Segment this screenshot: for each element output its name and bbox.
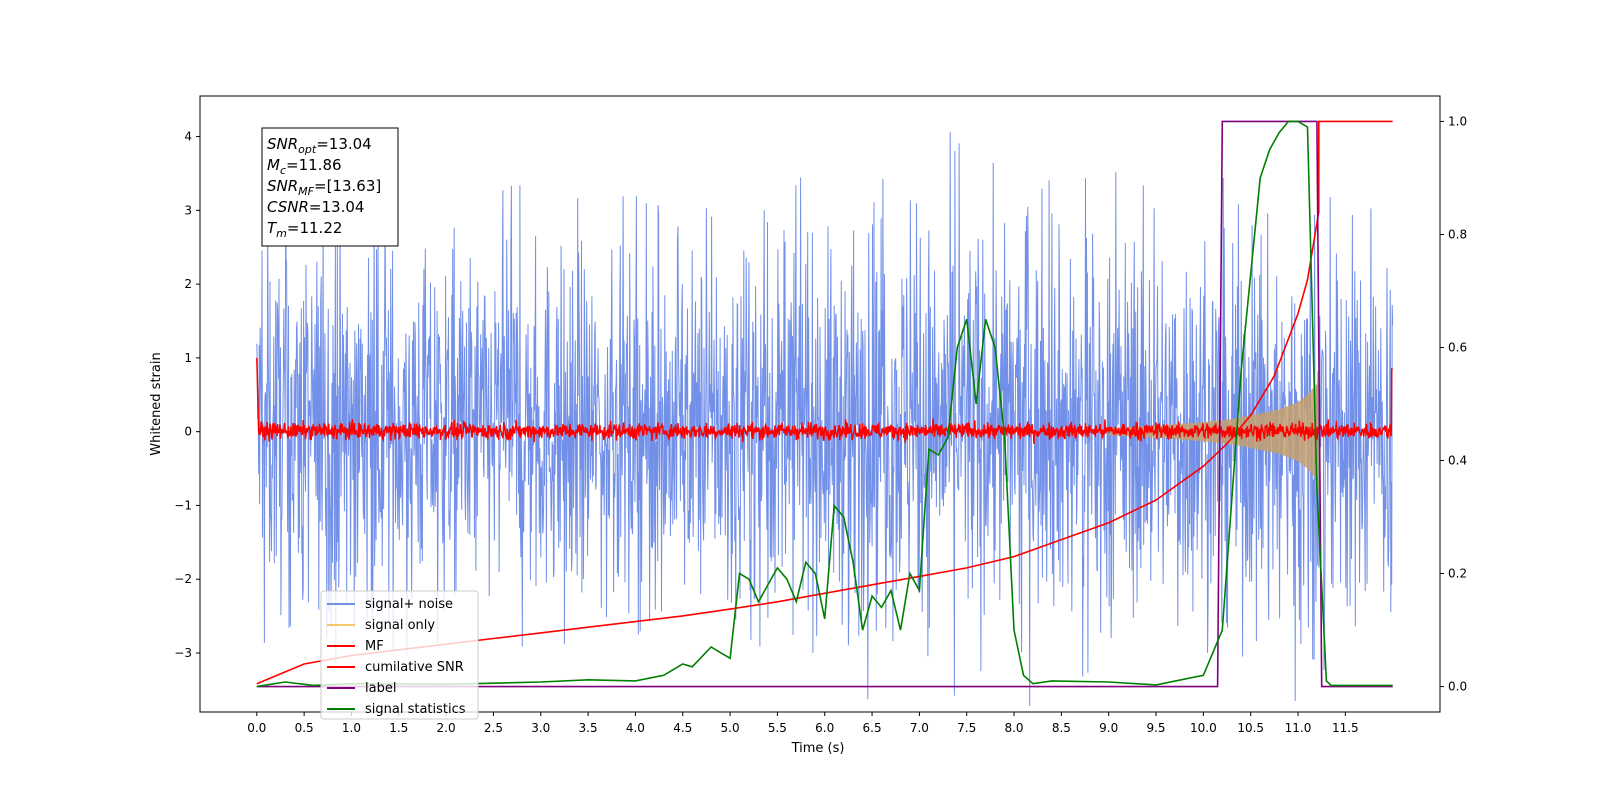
x-tick-label: 6.5 xyxy=(863,721,882,735)
y-tick-label: 1 xyxy=(184,351,192,365)
x-tick-label: 4.0 xyxy=(626,721,645,735)
series-mf xyxy=(256,357,1393,444)
annotation-value: =13.04 xyxy=(309,198,365,216)
series-label xyxy=(256,120,1393,688)
x-tick-label: 2.0 xyxy=(437,721,456,735)
series-signal-noise xyxy=(256,131,1394,707)
legend-label: cumilative SNR xyxy=(365,660,464,675)
x-tick-label: 1.5 xyxy=(389,721,408,735)
x-tick-label: 5.5 xyxy=(768,721,787,735)
annotation-subscript: MF xyxy=(298,185,314,198)
y-tick-label: 4 xyxy=(184,130,192,144)
x-tick-label: 9.5 xyxy=(1146,721,1165,735)
legend-label: signal statistics xyxy=(365,702,466,717)
x-tick-label: 3.0 xyxy=(531,721,550,735)
x-tick-label: 7.5 xyxy=(957,721,976,735)
annotation-subscript: m xyxy=(276,227,287,240)
y2-tick-label: 1.0 xyxy=(1448,114,1467,128)
annotation-symbol: T xyxy=(267,219,278,237)
legend-frame xyxy=(320,590,479,720)
legend-label: label xyxy=(365,681,396,696)
y-tick-label: −3 xyxy=(174,646,192,660)
annotation-value: =[13.63] xyxy=(314,177,381,195)
annotation-symbol: CSNR xyxy=(267,198,309,216)
y2-tick-label: 0.0 xyxy=(1448,680,1467,694)
y-tick-label: 3 xyxy=(184,203,192,217)
annotation-value: =13.04 xyxy=(316,135,372,153)
y2-tick-label: 0.6 xyxy=(1448,340,1467,354)
x-tick-label: 2.5 xyxy=(484,721,503,735)
annotation-symbol: SNR xyxy=(267,177,298,195)
x-tick-label: 7.0 xyxy=(910,721,929,735)
y2-tick-label: 0.2 xyxy=(1448,567,1467,581)
x-tick-label: 10.5 xyxy=(1237,721,1264,735)
annotation-value: =11.22 xyxy=(287,219,343,237)
x-tick-label: 8.5 xyxy=(1052,721,1071,735)
x-tick-label: 4.5 xyxy=(673,721,692,735)
legend-label: MF xyxy=(365,639,384,654)
annotation-frame xyxy=(261,127,399,247)
annotation-line: SNRMF=[13.63] xyxy=(267,177,381,198)
annotation-value: =11.86 xyxy=(286,156,342,174)
x-tick-label: 0.5 xyxy=(295,721,314,735)
annotation-line: SNRopt=13.04 xyxy=(267,135,372,156)
annotation-subscript: c xyxy=(280,164,286,177)
x-tick-label: 8.0 xyxy=(1004,721,1023,735)
annotation-line: CSNR=13.04 xyxy=(267,198,364,216)
axes-frame xyxy=(199,95,1441,713)
y-tick-label: −2 xyxy=(174,572,192,586)
legend-label: signal+ noise xyxy=(365,597,453,612)
x-tick-label: 3.5 xyxy=(579,721,598,735)
y-axis-label: Whitened strain xyxy=(149,352,164,455)
y2-tick-label: 0.8 xyxy=(1448,227,1467,241)
series-signal-statistics xyxy=(256,120,1393,688)
x-tick-label: 10.0 xyxy=(1190,721,1217,735)
legend: signal+ noise signal only MF cumilative SNR… xyxy=(320,590,479,720)
x-tick-label: 0.0 xyxy=(247,721,266,735)
annotation-subscript: opt xyxy=(298,143,317,156)
y2-tick-label: 0.4 xyxy=(1448,454,1467,468)
annotation-line: Tm=11.22 xyxy=(267,219,342,240)
x-tick-label: 9.0 xyxy=(1099,721,1118,735)
legend-label: signal only xyxy=(365,618,435,633)
y-tick-label: 2 xyxy=(184,277,192,291)
annotation-symbol: M xyxy=(267,156,280,174)
x-tick-label: 1.0 xyxy=(342,721,361,735)
stats-annotation-box: SNRopt=13.04Mc=11.86SNRMF=[13.63]CSNR=13… xyxy=(261,127,399,247)
x-tick-label: 6.0 xyxy=(815,721,834,735)
y-tick-label: −1 xyxy=(174,498,192,512)
annotation-symbol: SNR xyxy=(267,135,298,153)
x-tick-label: 11.0 xyxy=(1285,721,1312,735)
x-axis-label: Time (s) xyxy=(791,741,845,756)
axes: 0.0 0.5 1.0 1.5 2.0 2.5 3.0 3.5 4.0 4.5 5.0 5.5 6.0 6… xyxy=(174,114,1467,735)
x-tick-label: 5.0 xyxy=(721,721,740,735)
y-tick-label: 0 xyxy=(184,425,192,439)
x-tick-label: 11.5 xyxy=(1332,721,1359,735)
annotation-line: Mc=11.86 xyxy=(267,156,342,177)
